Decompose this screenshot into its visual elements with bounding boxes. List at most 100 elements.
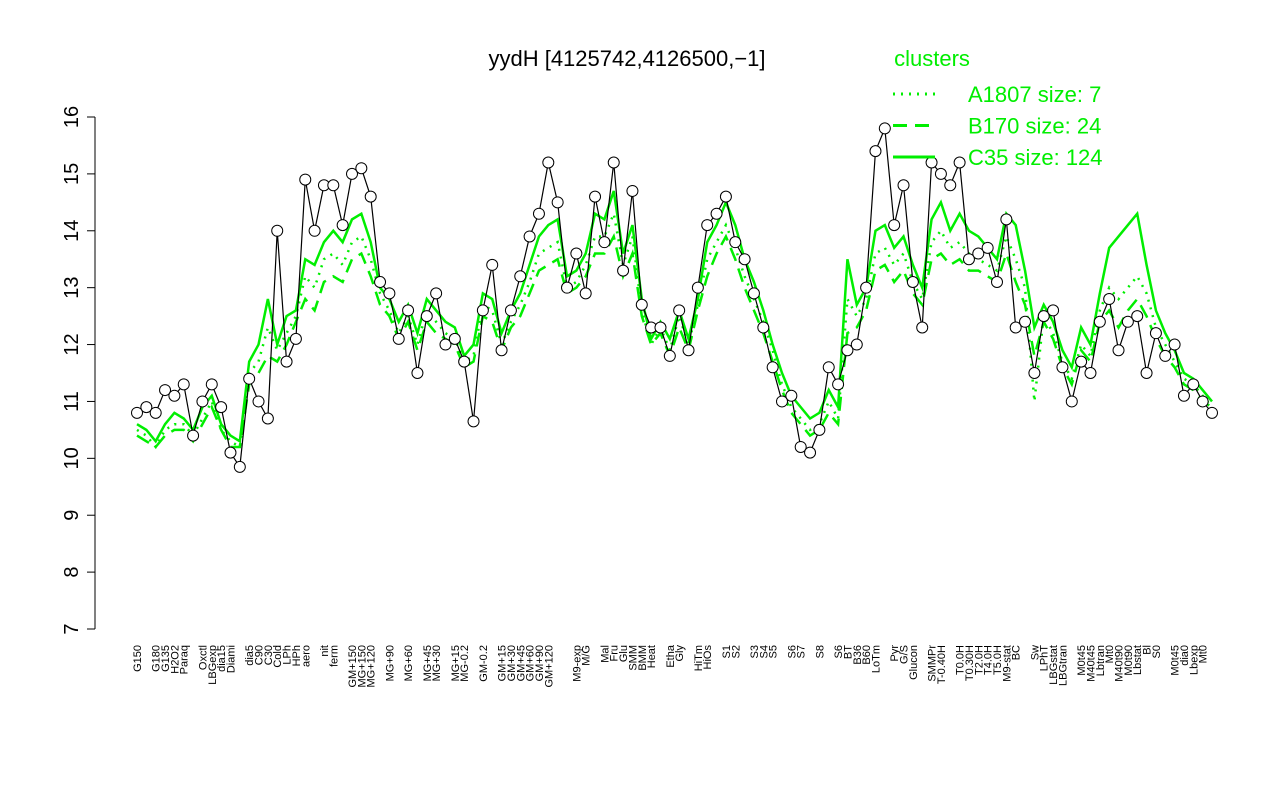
data-point (402, 304, 415, 317)
data-point (205, 378, 218, 391)
data-point (551, 196, 564, 209)
data-point (289, 332, 302, 345)
data-point (364, 190, 377, 203)
data-point (673, 304, 686, 317)
data-point (1131, 310, 1144, 323)
x-tick-label: Glu (618, 645, 630, 662)
x-tick-label: ferm (328, 645, 340, 667)
x-tick-label: Mt0 (1198, 645, 1210, 663)
x-tick-label: B36 (852, 645, 864, 665)
data-point (177, 378, 190, 391)
x-tick-label: GM+45 (515, 645, 527, 681)
x-tick-label: T0.0H (955, 645, 967, 675)
x-tick-label: S6 (786, 645, 798, 658)
data-point (542, 156, 555, 169)
data-point (785, 389, 798, 402)
data-point (327, 179, 340, 192)
x-tick-label: GM+15 (497, 645, 509, 681)
data-point (476, 304, 489, 317)
data-point (869, 145, 882, 158)
data-point (383, 287, 396, 300)
data-point (1047, 304, 1060, 317)
y-tick-label: 16 (61, 106, 83, 128)
data-point (243, 372, 256, 385)
data-point (991, 275, 1003, 288)
x-tick-label: MG+90 (384, 645, 396, 681)
data-point (458, 355, 471, 368)
data-point (691, 281, 704, 294)
data-point (374, 275, 387, 288)
data-point (1206, 406, 1218, 419)
x-tick-label: Cold (272, 645, 284, 668)
data-point (766, 361, 779, 374)
data-point (467, 415, 480, 428)
data-point (747, 287, 760, 300)
data-point (1084, 367, 1097, 379)
x-tick-label: aero (300, 645, 312, 667)
legend-label: A1807 size: 7 (968, 82, 1101, 107)
y-tick-label: 8 (61, 567, 83, 578)
data-point (514, 270, 527, 283)
data-point (888, 219, 901, 232)
data-point (561, 281, 573, 294)
data-point (1075, 355, 1088, 368)
data-point (1056, 361, 1069, 374)
data-point (280, 355, 293, 368)
x-tick-label: Lbexp (1188, 645, 1200, 675)
data-point (1112, 344, 1125, 357)
data-point (495, 344, 508, 357)
data-point (579, 287, 592, 300)
data-point (972, 247, 985, 260)
x-tick-label: S7 (796, 645, 808, 658)
x-tick-label: Paraq (179, 645, 191, 674)
x-tick-label: Bl (1142, 645, 1154, 655)
x-tick-label: LoTm (870, 645, 882, 673)
x-tick-label: GM+60 (525, 645, 537, 681)
x-tick-label: GM+90 (534, 645, 546, 681)
data-point (813, 423, 826, 436)
x-tick-label: S8 (814, 645, 826, 658)
x-tick-label: Lbstat (1132, 645, 1144, 675)
x-tick-label: Lbtran (1095, 645, 1107, 676)
x-tick-label: nit (319, 645, 331, 657)
data-point (1140, 367, 1153, 379)
data-point (589, 190, 602, 203)
chart-title: yydH [4125742,4126500,−1] (488, 46, 765, 71)
data-point (897, 179, 910, 192)
x-tick-label: BMM (637, 645, 649, 671)
x-tick-label: G135 (160, 645, 172, 672)
data-point (860, 281, 873, 294)
cluster-line (136, 190, 1213, 444)
data-point (196, 395, 209, 408)
x-tick-label: Gly (674, 645, 686, 662)
data-point (850, 338, 863, 351)
x-tick-label: Mt0 (1104, 645, 1116, 663)
data-point (906, 275, 919, 288)
x-tick-label: dia5 (244, 645, 256, 666)
data-point (757, 321, 770, 334)
data-point (654, 321, 667, 334)
data-point (776, 395, 788, 408)
data-point (430, 287, 443, 300)
data-point (1093, 315, 1106, 328)
x-tick-label: S5 (768, 645, 780, 658)
y-tick-label: 7 (61, 623, 83, 634)
data-point (131, 406, 143, 419)
x-tick-label: LBGstat (1048, 645, 1060, 685)
data-point (168, 389, 181, 402)
data-point (1196, 395, 1209, 408)
x-tick-label: GM-0.2 (478, 645, 490, 682)
y-tick-label: 14 (61, 220, 83, 242)
data-point (523, 230, 536, 243)
x-tick-label: dia15 (216, 645, 228, 672)
x-tick-label: M/G (581, 645, 593, 666)
x-tick-label: GM+150 (347, 645, 359, 688)
data-point (486, 258, 499, 271)
x-tick-label: M0t45 (1170, 645, 1182, 676)
data-point (252, 395, 265, 408)
data-line (136, 128, 1213, 469)
data-point (1037, 310, 1050, 323)
data-point (1028, 367, 1041, 379)
y-tick-label: 10 (61, 447, 83, 469)
